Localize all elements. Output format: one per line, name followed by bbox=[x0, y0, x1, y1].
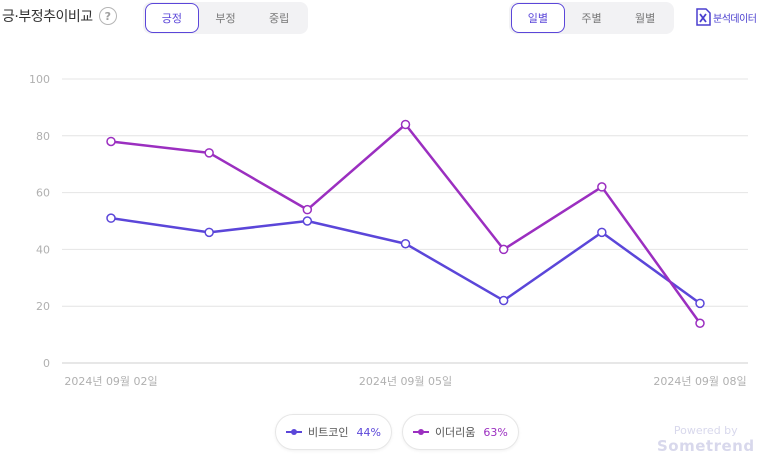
data-point bbox=[498, 244, 509, 255]
powered-by-text: Powered by bbox=[673, 424, 738, 437]
x-tick-label: 2024년 09월 05일 bbox=[359, 374, 452, 388]
analysis-data-button[interactable]: 분석데이터 bbox=[695, 8, 757, 26]
data-point bbox=[400, 238, 411, 249]
tab-monthly[interactable]: 월별 bbox=[635, 12, 656, 25]
y-tick-label: 100 bbox=[29, 73, 50, 86]
x-tick-label: 2024년 09월 08일 bbox=[653, 374, 746, 388]
tab-neutral[interactable]: 중립 bbox=[269, 12, 290, 25]
legend-name: 이더리움 bbox=[434, 426, 476, 439]
data-point bbox=[597, 182, 607, 192]
y-tick-label: 0 bbox=[43, 357, 50, 370]
sentiment-toggle: 긍정 부정 중립 bbox=[143, 2, 308, 34]
legend-pct: 44% bbox=[356, 425, 381, 439]
brand-name: Sometrend bbox=[657, 437, 755, 455]
tab-daily[interactable]: 일별 bbox=[511, 3, 565, 33]
data-point bbox=[302, 204, 313, 215]
legend-pct: 63% bbox=[483, 425, 508, 439]
data-point bbox=[400, 119, 411, 130]
y-tick-label: 20 bbox=[36, 300, 50, 313]
line-chart: 0 20 40 60 80 100 2024년 09월 02일 2024년 09월 05일 20… bbox=[29, 73, 748, 388]
data-point bbox=[695, 318, 705, 328]
legend: 비트코인 44% 이더리움 63% bbox=[275, 414, 519, 450]
data-point bbox=[204, 227, 214, 238]
data-point bbox=[106, 213, 116, 223]
data-point bbox=[204, 148, 214, 158]
data-point bbox=[597, 227, 607, 238]
legend-marker-ethereum bbox=[412, 429, 429, 435]
powered-by-logo: Powered by Sometrend bbox=[657, 424, 755, 455]
period-toggle: 일별 주별 월별 bbox=[509, 2, 674, 34]
analysis-data-label: 분석데이터 bbox=[713, 13, 757, 25]
data-point bbox=[106, 136, 116, 147]
series-line-2 bbox=[110, 123, 702, 324]
legend-item-ethereum[interactable]: 이더리움 63% bbox=[401, 414, 519, 450]
help-icon[interactable]: ? bbox=[98, 7, 117, 25]
legend-name: 비트코인 bbox=[308, 426, 349, 439]
y-tick-label: 40 bbox=[36, 243, 50, 256]
legend-marker-bitcoin bbox=[286, 429, 302, 435]
tab-weekly[interactable]: 주별 bbox=[581, 12, 602, 25]
tab-negative[interactable]: 부정 bbox=[215, 12, 236, 25]
y-tick-label: 60 bbox=[36, 187, 50, 200]
data-point bbox=[498, 295, 509, 306]
y-tick-label: 80 bbox=[36, 130, 50, 143]
legend-item-bitcoin[interactable]: 비트코인 44% bbox=[275, 414, 392, 450]
chart-title-text: 긍·부정추이비교 bbox=[2, 9, 93, 25]
data-point bbox=[302, 216, 313, 226]
tab-positive[interactable]: 긍정 bbox=[145, 3, 199, 33]
x-tick-label: 2024년 09월 02일 bbox=[64, 374, 157, 388]
chart-title: 긍·부정추이비교 ? bbox=[2, 6, 117, 26]
series-line-1 bbox=[110, 216, 701, 305]
excel-icon bbox=[695, 8, 711, 26]
data-point bbox=[695, 298, 705, 309]
